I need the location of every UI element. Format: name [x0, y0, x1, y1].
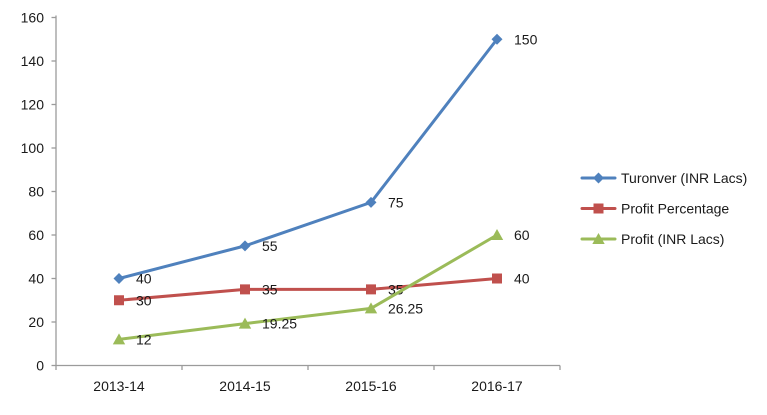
legend-marker — [592, 233, 605, 244]
legend-item-2: Profit (INR Lacs) — [580, 231, 724, 247]
data-point-label: 55 — [262, 238, 278, 254]
data-point-label: 30 — [136, 292, 152, 308]
legend-label: Turonver (INR Lacs) — [621, 170, 747, 186]
data-point-label: 26.25 — [388, 300, 423, 316]
legend-label: Profit Percentage — [621, 201, 729, 217]
data-point-label: 60 — [514, 227, 530, 243]
data-point-label: 12 — [136, 331, 152, 347]
data-point-marker — [364, 302, 378, 314]
x-axis-category-label: 2014-15 — [219, 378, 271, 394]
y-axis-tick-label: 120 — [21, 97, 45, 113]
data-point-marker — [492, 273, 502, 284]
series-line-2 — [117, 233, 499, 341]
data-point-marker — [491, 33, 503, 45]
data-point-label: 35 — [262, 281, 278, 297]
series-line-0 — [117, 37, 499, 280]
y-axis-tick-label: 20 — [28, 314, 44, 330]
data-point-label: 40 — [514, 271, 530, 287]
legend-item-1: Profit Percentage — [580, 201, 729, 217]
data-point-label: 75 — [388, 194, 404, 210]
legend: Turonver (INR Lacs) Profit Percentage Prof… — [580, 170, 747, 247]
y-axis-tick-label: 80 — [28, 184, 44, 200]
data-point-label: 35 — [388, 281, 404, 297]
data-point-marker — [239, 240, 251, 252]
data-point-label: 40 — [136, 271, 152, 287]
data-point-label: 150 — [514, 31, 538, 47]
y-axis-tick-label: 0 — [36, 358, 44, 374]
data-point-marker — [112, 333, 126, 345]
x-axis-category-label: 2016-17 — [471, 378, 523, 394]
data-point-marker — [113, 273, 125, 284]
y-axis-tick-label: 100 — [21, 140, 45, 156]
data-point-marker — [114, 295, 124, 306]
legend-marker — [593, 203, 604, 214]
data-point-marker — [240, 284, 250, 295]
x-axis-category-label: 2013-14 — [93, 378, 145, 394]
data-point-marker — [365, 196, 377, 208]
legend-label: Profit (INR Lacs) — [621, 231, 724, 247]
y-axis-tick-label: 160 — [21, 10, 45, 26]
y-axis-tick-label: 40 — [28, 271, 44, 287]
data-point-marker — [490, 229, 504, 240]
legend-marker — [593, 172, 604, 184]
series-line-1 — [117, 277, 499, 302]
y-axis-tick-label: 60 — [28, 227, 44, 243]
legend-item-0: Turonver (INR Lacs) — [580, 170, 747, 186]
y-axis-tick-label: 140 — [21, 53, 45, 69]
data-point-marker — [366, 284, 376, 295]
data-point-marker — [238, 317, 252, 329]
data-point-label: 19.25 — [262, 316, 297, 332]
x-axis-category-label: 2015-16 — [345, 378, 397, 394]
